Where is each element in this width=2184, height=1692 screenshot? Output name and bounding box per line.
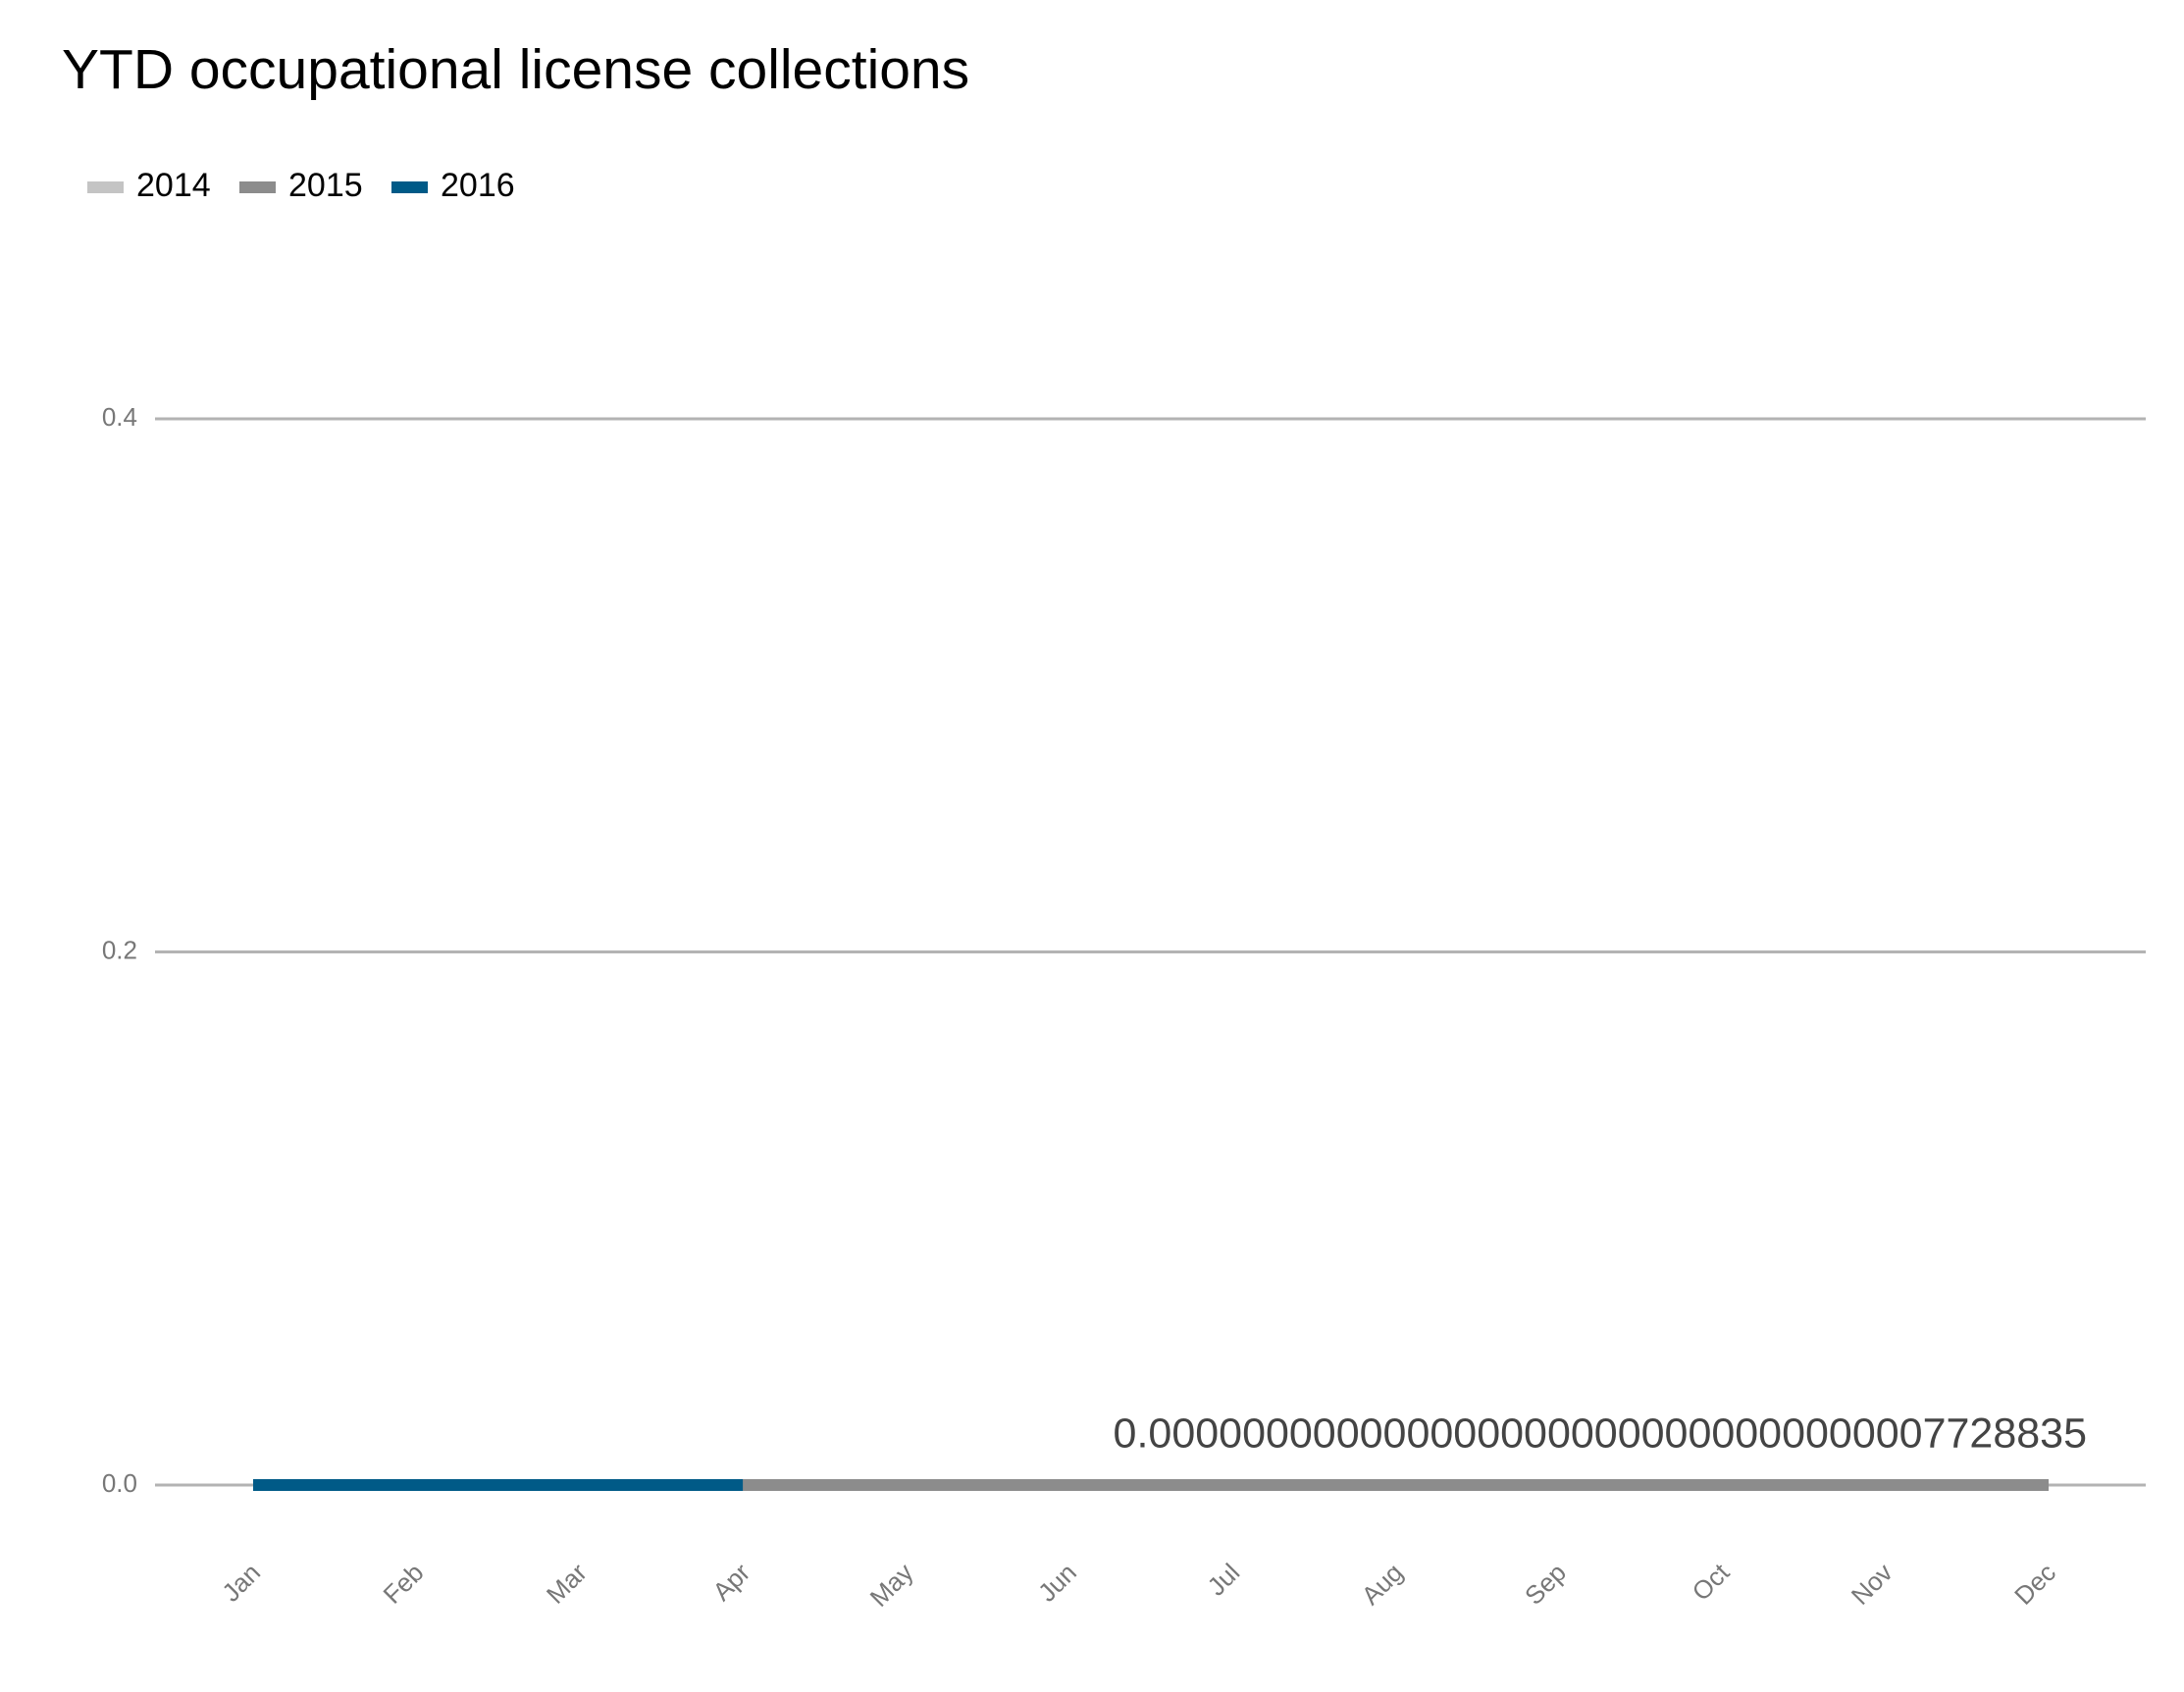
x-tick-label: Oct <box>1687 1557 1736 1606</box>
x-tick-label: Dec <box>2008 1558 2061 1611</box>
legend-label: 2015 <box>288 167 363 204</box>
legend-label: 2016 <box>441 167 515 204</box>
x-tick-label: Sep <box>1519 1558 1572 1611</box>
x-tick-label: Jan <box>216 1558 266 1608</box>
x-tick-label: Apr <box>706 1558 755 1607</box>
x-tick-label: Jul <box>1202 1558 1246 1602</box>
x-tick-label: Feb <box>378 1558 430 1610</box>
x-tick-label: May <box>864 1558 919 1613</box>
x-tick-label: Nov <box>1846 1558 1898 1611</box>
legend-label: 2014 <box>136 167 211 204</box>
annotation: 0.00000000000000000000000000000000077288… <box>1114 1410 2087 1457</box>
y-tick-label: 0.4 <box>102 402 137 432</box>
x-tick-label: Aug <box>1356 1558 1409 1611</box>
x-tick-label: Jun <box>1032 1558 1082 1608</box>
y-tick-label: 0.2 <box>102 935 137 964</box>
y-tick-label: 0.0 <box>102 1468 137 1498</box>
x-tick-label: Mar <box>541 1558 593 1610</box>
chart-title: YTD occupational license collections <box>62 38 969 101</box>
